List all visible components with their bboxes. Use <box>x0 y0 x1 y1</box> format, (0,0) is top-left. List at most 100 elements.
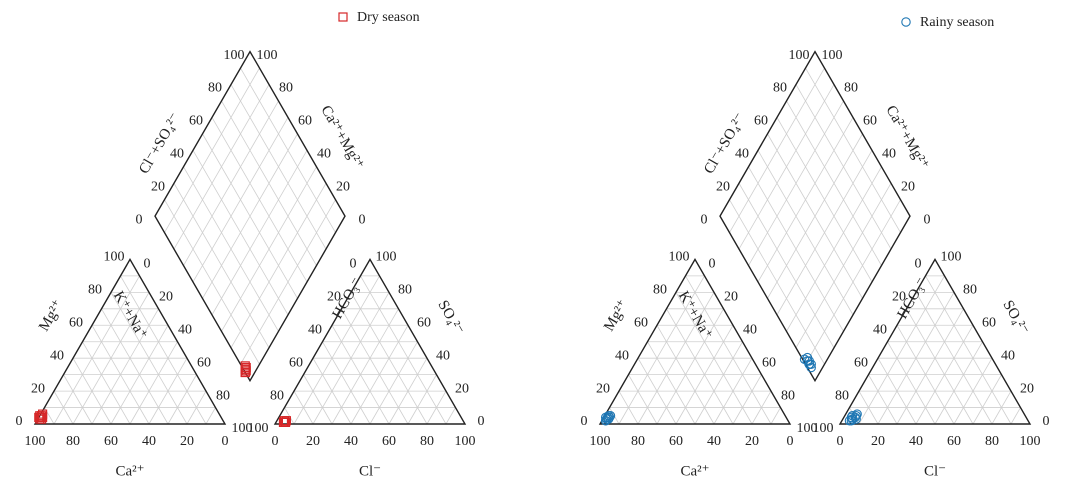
data-point-anion <box>280 417 291 427</box>
tick-label-so4: 20 <box>455 381 469 396</box>
tick-label-cl: 20 <box>306 434 320 449</box>
tick-label-so4: 100 <box>376 250 397 265</box>
tick-label-so4: 60 <box>982 315 996 330</box>
tick-label-ca: 80 <box>631 434 645 449</box>
tick-label-kna: 20 <box>159 290 173 305</box>
tick-label-hco3: 40 <box>308 322 322 337</box>
central-diamond <box>719 50 911 383</box>
tick-label-diamond-ur: 0 <box>924 212 931 227</box>
tick-label-mg: 100 <box>104 250 125 265</box>
grid-lines <box>44 67 456 425</box>
axis-title-so4: SO₄²⁻ <box>999 298 1031 338</box>
tick-label-ca: 40 <box>142 434 156 449</box>
data-point-diamond <box>804 359 815 369</box>
tick-label-hco3: 40 <box>873 322 887 337</box>
tick-label-kna: 0 <box>144 257 151 272</box>
axis-title-mg: Mg²⁺ <box>601 297 631 334</box>
data-point-cation <box>603 411 614 421</box>
data-point-diamond <box>241 362 251 373</box>
data-point-diamond <box>802 352 813 363</box>
tick-label-diamond-ul: 60 <box>189 114 203 129</box>
legend-label: Rainy season <box>920 15 994 30</box>
tick-label-hco3: 20 <box>327 290 341 305</box>
tick-label-mg: 20 <box>596 381 610 396</box>
legend: Rainy season <box>901 15 994 30</box>
tick-label-mg: 0 <box>16 414 23 429</box>
grid-lines <box>609 67 1021 425</box>
axis-title-mg: Mg²⁺ <box>36 297 66 334</box>
tick-label-so4: 60 <box>417 315 431 330</box>
tick-label-mg: 60 <box>69 315 83 330</box>
tick-label-kna: 60 <box>762 355 776 370</box>
axis-title-cl-so4: Cl⁻+SO₄²⁻ <box>136 110 184 176</box>
tick-label-kna: 100 <box>797 421 818 436</box>
data-point-cation <box>603 414 614 424</box>
axis-title-so4: SO₄²⁻ <box>434 298 466 338</box>
central-diamond <box>154 50 346 383</box>
tick-label-ca: 100 <box>590 434 611 449</box>
data-point-diamond <box>799 354 810 365</box>
tick-label-ca: 80 <box>66 434 80 449</box>
tick-label-diamond-ur: 80 <box>279 81 293 96</box>
tick-label-kna: 40 <box>743 322 757 337</box>
data-point-diamond <box>240 364 250 374</box>
legend-label: Dry season <box>357 10 420 25</box>
diagram-outlines <box>33 50 467 425</box>
tick-label-so4: 40 <box>436 348 450 363</box>
cation-triangle <box>598 258 792 425</box>
tick-label-ca: 60 <box>104 434 118 449</box>
tick-label-ca: 0 <box>787 434 794 449</box>
tick-label-diamond-ur: 20 <box>901 179 915 194</box>
tick-label-mg: 20 <box>31 381 45 396</box>
piper-panel-1: 100 0 0 0 100 100 0 100 80 20 20 20 80 80 20 80 60 40 40 40… <box>16 10 485 479</box>
axis-title-ca-mg: Ca²⁺+Mg²⁺ <box>317 103 366 172</box>
data-point-cation <box>35 411 45 421</box>
data-point-anion <box>281 416 291 426</box>
tick-label-so4: 100 <box>941 250 962 265</box>
tick-label-cl: 80 <box>985 434 999 449</box>
tick-label-ca: 40 <box>707 434 721 449</box>
tick-label-diamond-ur: 40 <box>317 147 331 162</box>
tick-label-mg: 80 <box>653 283 667 298</box>
tick-label-kna: 40 <box>178 322 192 337</box>
tick-label-cl: 80 <box>420 434 434 449</box>
tick-label-cl: 40 <box>909 434 923 449</box>
tick-label-ca: 60 <box>669 434 683 449</box>
tick-label-so4: 80 <box>398 283 412 298</box>
tick-label-mg: 60 <box>634 315 648 330</box>
tick-label-diamond-ul: 20 <box>716 179 730 194</box>
legend: Dry season <box>338 10 420 25</box>
data-point-cation <box>600 415 611 426</box>
sample-points <box>34 361 291 427</box>
tick-label-diamond-ur: 60 <box>298 114 312 129</box>
tick-label-diamond-ur: 60 <box>863 114 877 129</box>
tick-label-so4: 0 <box>1043 414 1050 429</box>
anion-triangle <box>838 258 1032 425</box>
tick-label-diamond-ul: 0 <box>136 212 143 227</box>
data-point-anion <box>847 414 858 424</box>
tick-label-diamond-ur: 100 <box>257 48 278 63</box>
tick-label-so4: 80 <box>963 283 977 298</box>
tick-label-ca: 0 <box>222 434 229 449</box>
data-point-anion <box>846 415 857 426</box>
tick-label-diamond-ul: 100 <box>224 48 245 63</box>
tick-label-hco3: 0 <box>350 257 357 272</box>
tick-label-diamond-ul: 60 <box>754 114 768 129</box>
axis-title-ca: Ca²⁺ <box>115 463 144 479</box>
tick-label-so4: 20 <box>1020 381 1034 396</box>
tick-label-diamond-ul: 80 <box>208 81 222 96</box>
tick-label-hco3: 20 <box>892 290 906 305</box>
tick-label-kna: 0 <box>709 257 716 272</box>
tick-label-diamond-ul: 100 <box>789 48 810 63</box>
axis-title-cl: Cl⁻ <box>924 463 946 479</box>
tick-label-diamond-ur: 20 <box>336 179 350 194</box>
axis-title-cl: Cl⁻ <box>359 463 381 479</box>
axis-title-ca-mg: Ca²⁺+Mg²⁺ <box>882 103 931 172</box>
tick-label-cl: 100 <box>455 434 476 449</box>
tick-label-kna: 20 <box>724 290 738 305</box>
tick-label-hco3: 60 <box>854 355 868 370</box>
axis-title-cl-so4: Cl⁻+SO₄²⁻ <box>701 110 749 176</box>
tick-label-mg: 0 <box>581 414 588 429</box>
tick-label-hco3: 100 <box>813 421 834 436</box>
